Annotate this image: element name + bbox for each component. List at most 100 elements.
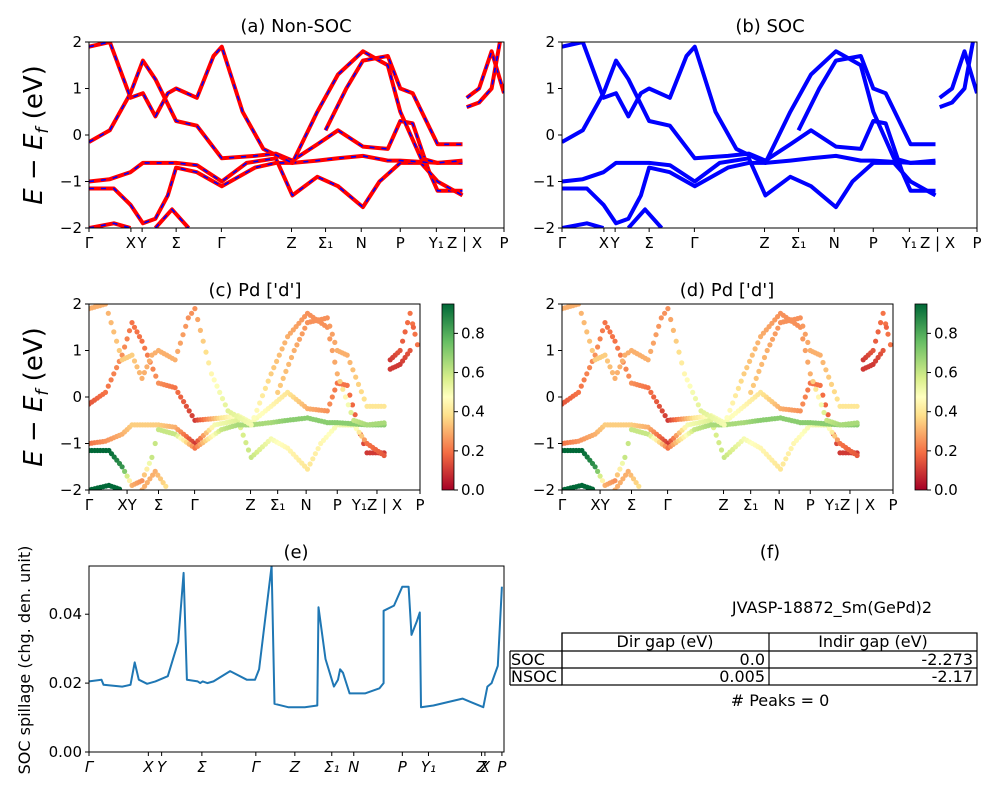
band-point xyxy=(282,340,288,346)
table-row-label-nsoc: NSOC xyxy=(511,667,557,686)
band-point xyxy=(690,389,696,395)
band-point xyxy=(124,336,130,342)
band-point xyxy=(797,408,803,414)
band-point xyxy=(324,315,330,321)
colorbar-tick-label: 0.2 xyxy=(934,442,958,460)
band-line xyxy=(89,156,464,210)
colorbar-gradient xyxy=(914,303,928,491)
band-point xyxy=(136,370,143,376)
ytick-label: 1 xyxy=(545,342,555,360)
band-point xyxy=(752,346,758,352)
colorbar-tick-label: 0.0 xyxy=(934,481,958,499)
band-point xyxy=(350,367,356,373)
ytick-label: 1 xyxy=(72,342,82,360)
band-point xyxy=(160,480,166,486)
band-point xyxy=(761,354,768,361)
band-point xyxy=(628,472,634,478)
plot-area-e: 0.000.020.04Γ X Y Σ Γ Z Σ₁ N P Y₁ ZX P xyxy=(49,565,507,776)
band-point xyxy=(327,323,333,329)
band-point xyxy=(155,472,161,478)
band-line xyxy=(796,54,936,147)
table-cell-nsoc-dir: 0.005 xyxy=(719,667,765,686)
band-point xyxy=(648,389,654,395)
band-point xyxy=(294,342,300,348)
band-point xyxy=(826,374,832,380)
band-point xyxy=(650,340,657,346)
band-point xyxy=(312,451,318,457)
band-point xyxy=(767,342,773,348)
band-line xyxy=(89,221,132,228)
band-point xyxy=(615,345,621,351)
band-line-overlay xyxy=(466,50,504,99)
band-point xyxy=(181,399,187,405)
xtick-label: Z | X xyxy=(920,234,955,252)
band-point xyxy=(802,347,808,354)
band-point xyxy=(129,352,135,358)
band-point xyxy=(310,456,316,462)
band-point xyxy=(802,331,808,337)
band-point xyxy=(684,377,690,383)
band-point xyxy=(381,452,387,459)
band-point xyxy=(777,466,784,472)
band-point xyxy=(730,400,736,406)
band-point xyxy=(144,352,151,358)
band-point xyxy=(625,468,631,474)
table-row-label-soc: SOC xyxy=(511,650,545,669)
band-point xyxy=(599,328,606,334)
axes-frame xyxy=(88,565,505,753)
band-point xyxy=(342,394,349,400)
band-point xyxy=(695,402,701,408)
band-point xyxy=(163,483,169,489)
xtick-label: Σ₁ xyxy=(318,234,334,252)
xtick-label: P xyxy=(806,496,815,514)
xtick-label: Γ xyxy=(663,496,672,514)
band-point xyxy=(592,464,598,470)
band-point xyxy=(102,304,109,307)
band-point xyxy=(347,392,353,398)
band-point xyxy=(681,371,688,377)
band-point xyxy=(296,320,302,326)
band-point xyxy=(749,352,755,358)
xtick-label: Σ₁ xyxy=(743,496,759,514)
ytick-label: 0 xyxy=(72,126,82,144)
band-point xyxy=(144,364,150,370)
band-point xyxy=(119,464,125,470)
band-point xyxy=(296,336,303,342)
band-point xyxy=(108,377,114,383)
band-point xyxy=(828,381,835,387)
band-line xyxy=(939,42,975,109)
band-point xyxy=(673,338,679,344)
ytick-label: −2 xyxy=(533,219,555,237)
ytick-label: −1 xyxy=(60,435,82,453)
band-point xyxy=(271,365,277,371)
band-point xyxy=(614,472,621,478)
band-point xyxy=(359,433,365,439)
band-point xyxy=(152,468,158,474)
colorbar-tick-label: 0.8 xyxy=(461,324,485,342)
band-point xyxy=(240,432,246,438)
band-point xyxy=(823,367,829,373)
xtick-label: Z xyxy=(475,758,487,776)
band-point xyxy=(724,415,730,421)
band-point xyxy=(797,315,803,321)
band-point xyxy=(805,387,811,393)
band-point xyxy=(645,357,651,363)
band-point xyxy=(744,365,750,371)
band-point xyxy=(721,422,727,428)
band-point xyxy=(764,347,770,354)
gap-table xyxy=(509,632,978,686)
band-point xyxy=(361,396,367,402)
band-point xyxy=(802,394,808,400)
band-point xyxy=(180,332,186,338)
band-point xyxy=(126,328,133,334)
band-point xyxy=(141,472,147,478)
band-point xyxy=(274,358,280,364)
band-point xyxy=(349,402,356,408)
peaks-count: # Peaks = 0 xyxy=(731,691,830,710)
panel-a-title: (a) Non-SOC xyxy=(240,16,351,37)
ytick-label: 2 xyxy=(72,33,82,51)
band-point xyxy=(203,349,209,355)
band-point xyxy=(769,336,776,342)
ytick-label: 2 xyxy=(72,295,82,313)
